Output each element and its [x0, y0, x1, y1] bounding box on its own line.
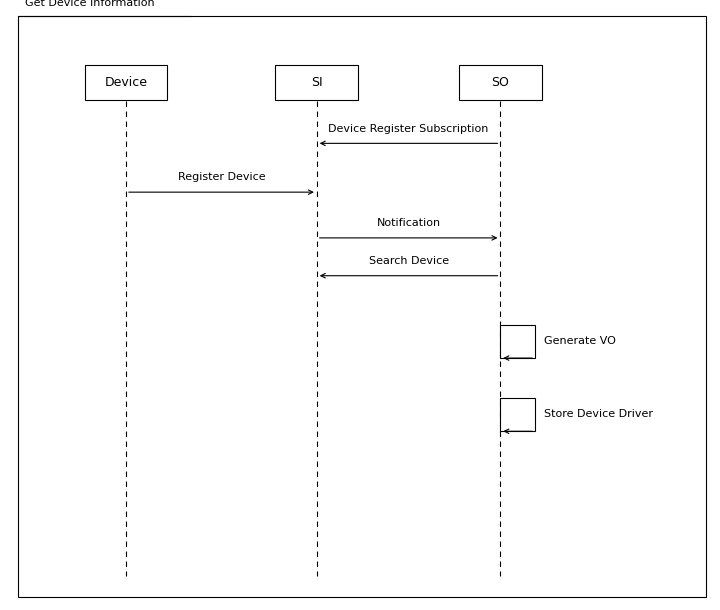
Text: Generate VO: Generate VO — [544, 336, 616, 346]
Text: Register Device: Register Device — [178, 173, 265, 182]
Bar — [500, 325, 535, 358]
Bar — [85, 65, 167, 100]
Text: Search Device: Search Device — [369, 256, 449, 266]
Bar — [459, 65, 541, 100]
Text: Device: Device — [104, 76, 148, 89]
Text: Get Device Information: Get Device Information — [25, 0, 155, 8]
Text: SO: SO — [492, 76, 509, 89]
Text: Notification: Notification — [377, 218, 441, 228]
Bar — [500, 398, 535, 431]
Text: Store Device Driver: Store Device Driver — [544, 409, 652, 420]
Text: Device Register Subscription: Device Register Subscription — [328, 124, 489, 134]
Text: SI: SI — [311, 76, 323, 89]
Bar — [275, 65, 359, 100]
